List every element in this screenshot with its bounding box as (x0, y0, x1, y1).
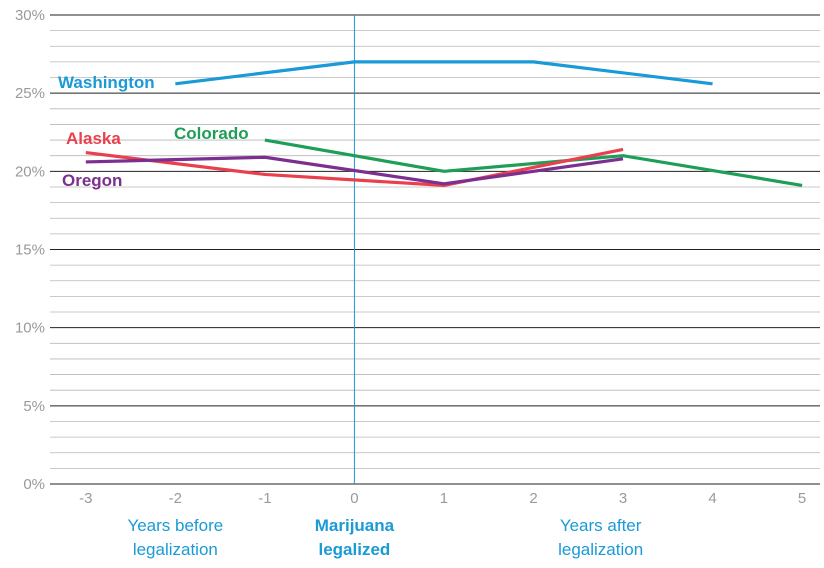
period-label-after: Years after (560, 516, 642, 535)
series-line-washington (175, 60, 713, 86)
y-tick-label: 30% (15, 7, 45, 24)
y-tick-label: 5% (23, 398, 45, 415)
x-tick-label: 3 (619, 490, 627, 507)
x-tick-label: 1 (440, 490, 448, 507)
series-line-colorado (264, 138, 803, 187)
x-tick-label: -3 (79, 490, 92, 507)
x-tick-label: 0 (350, 490, 358, 507)
series-label-washington: Washington (58, 73, 155, 92)
series-label-oregon: Oregon (62, 171, 122, 190)
x-tick-label: -2 (169, 490, 182, 507)
period-label-before: Years before (127, 516, 223, 535)
period-label-event: legalized (319, 540, 391, 559)
y-tick-label: 20% (15, 163, 45, 180)
x-axis-ticks: -3 -2 -1 0 1 2 3 4 5 (79, 490, 806, 507)
series-lines (85, 60, 803, 188)
x-tick-label: 4 (708, 490, 716, 507)
series-labels: Washington Colorado Alaska Oregon (58, 73, 249, 190)
series-label-colorado: Colorado (174, 124, 249, 143)
period-label-after: legalization (558, 540, 643, 559)
x-tick-label: 2 (529, 490, 537, 507)
series-line-alaska (85, 147, 624, 188)
y-tick-label: 15% (15, 242, 45, 259)
period-label-before: legalization (133, 540, 218, 559)
x-tick-label: 5 (798, 490, 806, 507)
series-line-oregon (85, 155, 624, 186)
y-axis-ticks: 0% 5% 10% 15% 20% 25% 30% (15, 7, 45, 493)
y-tick-label: 0% (23, 476, 45, 493)
y-tick-label: 10% (15, 320, 45, 337)
gridlines (50, 14, 820, 485)
y-tick-label: 25% (15, 85, 45, 102)
period-label-event: Marijuana (315, 516, 395, 535)
series-label-alaska: Alaska (66, 129, 121, 148)
period-labels: Years before legalization Marijuana legaliz… (127, 516, 643, 559)
x-tick-label: -1 (258, 490, 271, 507)
